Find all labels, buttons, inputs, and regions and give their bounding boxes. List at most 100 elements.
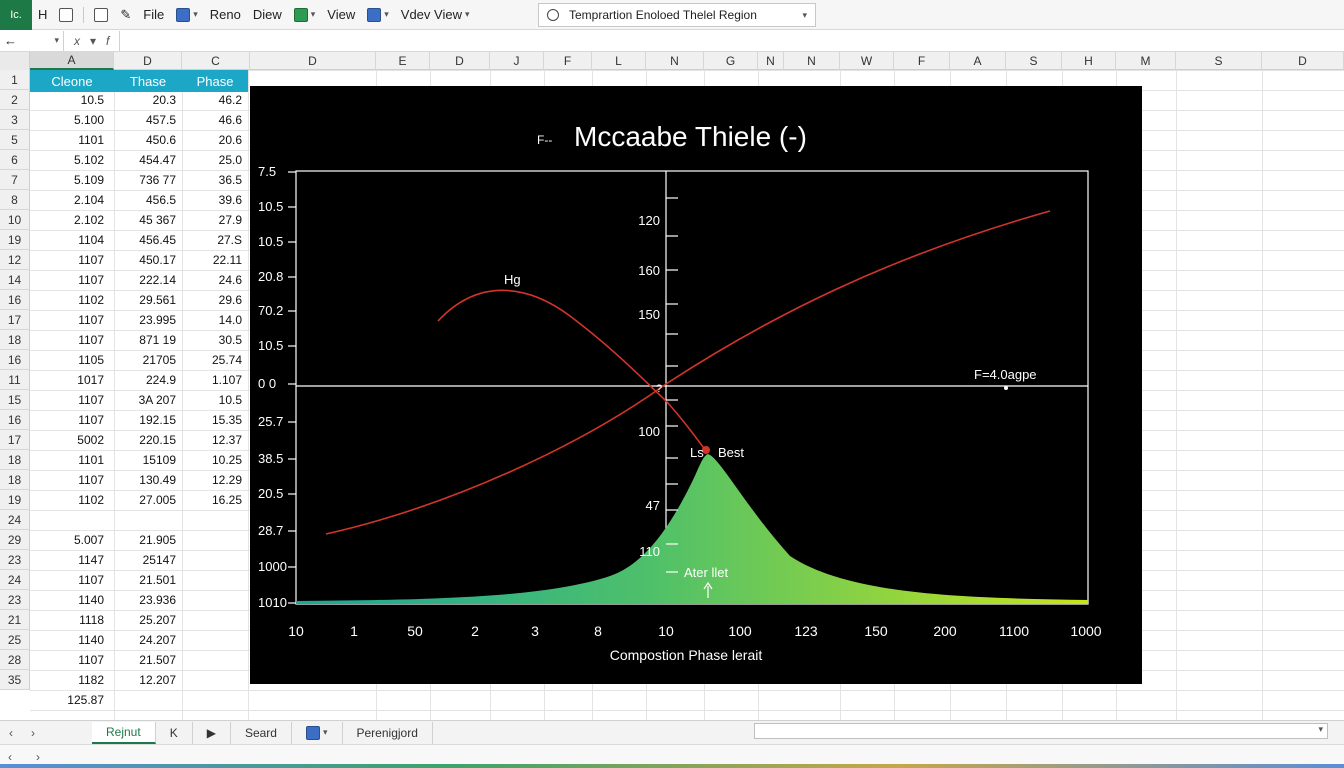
column-header[interactable]: H — [1062, 52, 1116, 70]
table-cell[interactable] — [114, 690, 182, 710]
table-cell[interactable]: 27.005 — [139, 493, 176, 507]
table-cell[interactable]: 456.5 — [145, 193, 176, 207]
scroll-left-icon[interactable]: ‹ — [9, 725, 13, 740]
table-cell[interactable]: 5.007 — [73, 533, 104, 547]
table-cell[interactable]: 10.25 — [211, 453, 242, 467]
row-header[interactable]: 2 — [0, 90, 30, 110]
column-header[interactable]: D — [430, 52, 490, 70]
table-cell[interactable]: 456.45 — [139, 233, 176, 247]
table-cell[interactable]: 5.102 — [73, 153, 104, 167]
row-header[interactable]: 17 — [0, 310, 30, 330]
table-cell[interactable]: 125.87 — [67, 693, 104, 707]
app-icon[interactable]: Ic. — [0, 0, 32, 30]
row-header[interactable]: 18 — [0, 470, 30, 490]
row-header[interactable]: 23 — [0, 550, 30, 570]
table-cell[interactable]: 25.0 — [218, 153, 242, 167]
table-cell[interactable] — [182, 530, 248, 550]
chart-button[interactable]: ▾ — [288, 0, 322, 30]
table-cell[interactable]: 736 77 — [139, 173, 176, 187]
table-cell[interactable]: 457.5 — [145, 113, 176, 127]
table-cell[interactable]: 24.207 — [139, 633, 176, 647]
row-header[interactable]: 3 — [0, 110, 30, 130]
table-cell[interactable]: 25.74 — [211, 353, 242, 367]
row-header[interactable]: 21 — [0, 610, 30, 630]
row-header[interactable]: 24 — [0, 570, 30, 590]
table-cell[interactable]: 23.936 — [139, 593, 176, 607]
table-cell[interactable]: 14.0 — [218, 313, 242, 327]
row-header[interactable]: 8 — [0, 190, 30, 210]
table-cell[interactable]: 46.2 — [218, 93, 242, 107]
table-cell[interactable]: 450.6 — [145, 133, 176, 147]
row-header[interactable]: 35 — [0, 670, 30, 690]
table-cell[interactable]: 15.35 — [211, 413, 242, 427]
select-all-corner[interactable] — [0, 52, 30, 70]
table-cell[interactable]: 1104 — [78, 233, 104, 247]
row-header[interactable]: 5 — [0, 130, 30, 150]
table-cell[interactable]: 21705 — [142, 353, 176, 367]
menu-reno[interactable]: Reno — [204, 0, 247, 30]
fx-icon[interactable]: f — [106, 33, 110, 48]
row-header[interactable]: 16 — [0, 410, 30, 430]
table-cell[interactable]: 30.5 — [218, 333, 242, 347]
ribbon-item-h[interactable]: H — [32, 0, 53, 30]
table-cell[interactable]: 192.15 — [139, 413, 176, 427]
formula-input[interactable] — [119, 30, 1344, 51]
menu-diew[interactable]: Diew — [247, 0, 288, 30]
table-cell[interactable]: 3A 207 — [138, 393, 176, 407]
row-header[interactable]: 23 — [0, 590, 30, 610]
row-header[interactable]: 15 — [0, 390, 30, 410]
table-cell[interactable]: 46.6 — [218, 113, 242, 127]
row-header[interactable]: 24 — [0, 510, 30, 530]
table-cell[interactable]: 1107 — [78, 653, 104, 667]
row-header[interactable]: 29 — [0, 530, 30, 550]
table-cell[interactable]: 21.905 — [139, 533, 176, 547]
column-header[interactable]: F — [544, 52, 592, 70]
table-cell[interactable]: 1101 — [78, 133, 104, 147]
table-cell[interactable]: 1107 — [78, 413, 104, 427]
table-cell[interactable]: 1118 — [79, 613, 104, 627]
row-header[interactable]: 18 — [0, 330, 30, 350]
table-cell[interactable]: 1107 — [78, 573, 104, 587]
table-cell[interactable]: 5.109 — [73, 173, 104, 187]
row-header[interactable]: 12 — [0, 250, 30, 270]
header-cell-c[interactable]: Phase — [182, 70, 248, 92]
tab-options[interactable]: ▾ — [292, 721, 343, 744]
tab-play[interactable]: ▶ — [193, 721, 231, 744]
table-cell[interactable] — [182, 570, 248, 590]
table-cell[interactable]: 12.37 — [211, 433, 242, 447]
table-cell[interactable]: 220.15 — [139, 433, 176, 447]
table-cell[interactable]: 29.561 — [139, 293, 176, 307]
table-cell[interactable]: 1140 — [78, 593, 104, 607]
table-cell[interactable] — [182, 590, 248, 610]
pen-button[interactable]: ✎ — [114, 0, 137, 30]
table-cell[interactable]: 25.207 — [139, 613, 176, 627]
table-cell[interactable]: 12.207 — [139, 673, 176, 687]
table-cell[interactable]: 1107 — [78, 473, 104, 487]
table-cell[interactable]: 10.5 — [218, 393, 242, 407]
column-header[interactable]: A — [950, 52, 1006, 70]
table-cell[interactable] — [30, 510, 110, 530]
table-cell[interactable]: 224.9 — [145, 373, 176, 387]
row-header[interactable]: 17 — [0, 430, 30, 450]
table-cell[interactable]: 21.507 — [139, 653, 176, 667]
table-cell[interactable]: 22.11 — [212, 253, 242, 267]
table-cell[interactable]: 2.102 — [73, 213, 104, 227]
table-cell[interactable] — [114, 510, 182, 530]
column-header[interactable]: W — [840, 52, 894, 70]
row-header[interactable]: 16 — [0, 350, 30, 370]
column-header[interactable]: S — [1176, 52, 1262, 70]
table-cell[interactable]: 36.5 — [218, 173, 242, 187]
table-cell[interactable]: 10.5 — [80, 93, 104, 107]
column-header[interactable]: D — [114, 52, 182, 70]
menu-vdev-view[interactable]: Vdev View ▾ — [395, 0, 476, 30]
column-header[interactable]: G — [704, 52, 758, 70]
row-header[interactable]: 16 — [0, 290, 30, 310]
tab-rejnut[interactable]: Rejnut — [92, 721, 156, 744]
header-cell-b[interactable]: Thase — [114, 70, 182, 92]
table-cell[interactable] — [182, 630, 248, 650]
grid-button[interactable] — [88, 0, 114, 30]
column-header[interactable]: A — [30, 52, 114, 70]
row-header[interactable]: 7 — [0, 170, 30, 190]
table-cell[interactable]: 20.3 — [152, 93, 176, 107]
table-cell[interactable]: 1140 — [78, 633, 104, 647]
